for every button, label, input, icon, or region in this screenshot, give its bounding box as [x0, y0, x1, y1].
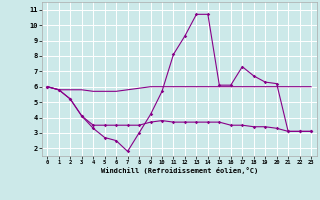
X-axis label: Windchill (Refroidissement éolien,°C): Windchill (Refroidissement éolien,°C)	[100, 167, 258, 174]
